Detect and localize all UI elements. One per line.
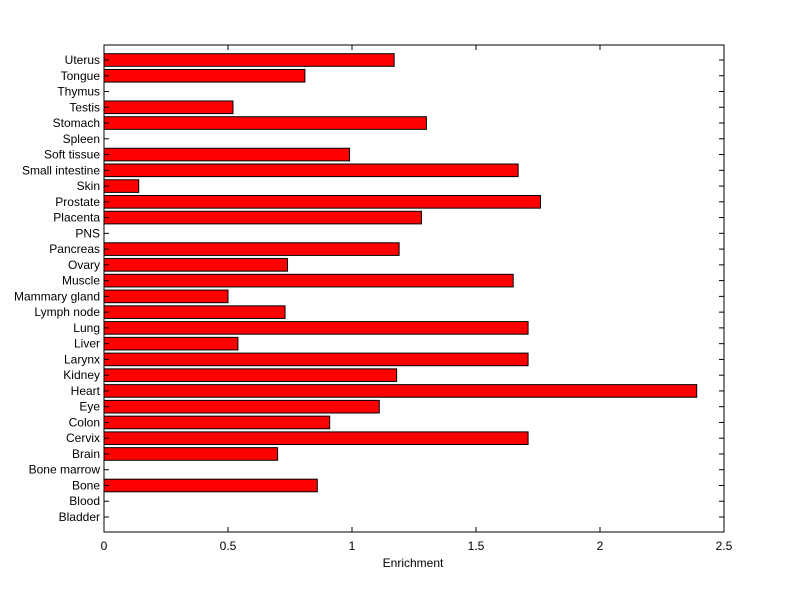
y-tick-label: Uterus xyxy=(65,53,100,67)
y-tick-label: Prostate xyxy=(55,195,100,209)
bar xyxy=(103,273,514,288)
y-tick-label: Spleen xyxy=(63,132,100,146)
y-tick-label: Stomach xyxy=(53,116,100,130)
y-tick-label: Kidney xyxy=(63,368,100,382)
y-tick-label: Bone xyxy=(72,478,100,492)
y-tick-label: Testis xyxy=(69,100,100,114)
bar xyxy=(103,321,529,335)
y-tick-label: Colon xyxy=(69,415,100,429)
y-tick-label: Bladder xyxy=(59,510,100,524)
bar xyxy=(103,258,289,272)
y-tick-label: Larynx xyxy=(64,352,100,366)
y-tick-label: Heart xyxy=(71,384,101,398)
x-tick-label: 0 xyxy=(101,539,108,553)
bar xyxy=(103,163,519,178)
bar xyxy=(103,179,140,193)
y-tick-label: Mammary gland xyxy=(14,289,100,303)
bar xyxy=(103,147,351,162)
bar xyxy=(103,100,234,115)
x-axis-label: Enrichment xyxy=(383,556,444,570)
y-tick-label: Thymus xyxy=(57,85,100,99)
y-tick-label: Ovary xyxy=(68,258,100,272)
y-tick-label: Lymph node xyxy=(34,305,100,319)
bar xyxy=(103,53,395,67)
bar xyxy=(103,384,698,398)
y-tick-label: Tongue xyxy=(61,69,101,83)
bar xyxy=(103,68,306,83)
y-tick-label: Soft tissue xyxy=(44,148,100,162)
y-tick-label: Brain xyxy=(72,447,100,461)
y-tick-label: Bone marrow xyxy=(29,463,101,477)
y-tick-label: Lung xyxy=(73,321,100,335)
y-tick-label: Pancreas xyxy=(49,242,100,256)
y-tick-label: PNS xyxy=(75,226,100,240)
bar xyxy=(103,415,331,430)
bar xyxy=(103,242,400,256)
bar xyxy=(103,195,541,209)
y-tick-label: Blood xyxy=(69,494,100,508)
y-tick-label: Small intestine xyxy=(22,163,100,177)
bar xyxy=(103,431,529,446)
bar xyxy=(103,289,229,304)
bar xyxy=(103,399,380,414)
x-tick-label: 1.5 xyxy=(468,539,485,553)
x-tick-label: 0.5 xyxy=(220,539,237,553)
bar xyxy=(103,352,529,367)
bar xyxy=(103,336,239,351)
y-tick-label: Eye xyxy=(79,400,100,414)
bar xyxy=(103,116,427,130)
y-tick-label: Skin xyxy=(77,179,100,193)
bar xyxy=(103,368,398,382)
y-tick-label: Placenta xyxy=(53,211,100,225)
bar xyxy=(103,305,286,319)
x-tick-label: 2.5 xyxy=(716,539,733,553)
bar xyxy=(103,478,318,493)
y-tick-label: Cervix xyxy=(66,431,100,445)
y-tick-label: Muscle xyxy=(62,274,100,288)
y-tick-label: Liver xyxy=(74,337,100,351)
bar xyxy=(103,210,422,225)
x-tick-label: 2 xyxy=(597,539,604,553)
bar xyxy=(103,447,279,461)
x-tick-label: 1 xyxy=(349,539,356,553)
